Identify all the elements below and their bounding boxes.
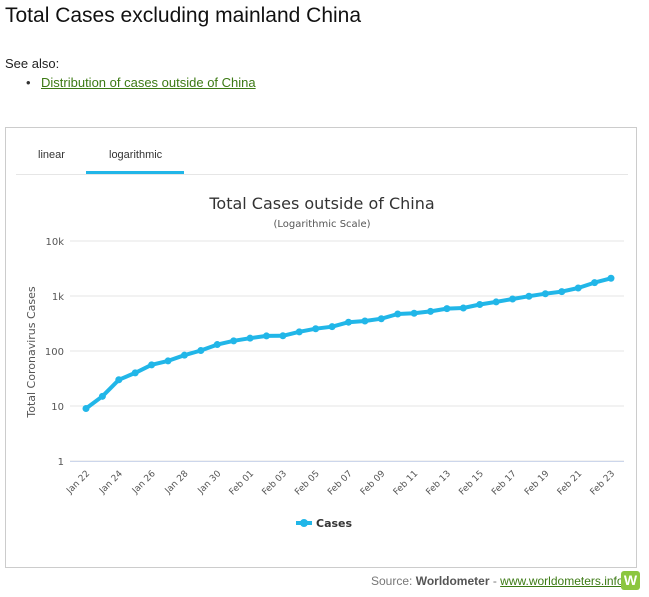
x-axis: Jan 22 Jan 24 Jan 26 Jan 28 Jan 30 Feb 01 Feb …: [64, 461, 624, 498]
scale-tabs: linear logarithmic: [16, 144, 628, 175]
data-point[interactable]: [377, 315, 385, 323]
chart-title: Total Cases outside of China: [208, 194, 434, 213]
y-grid: [70, 240, 624, 462]
data-point[interactable]: [558, 288, 566, 296]
data-point[interactable]: [541, 290, 549, 298]
data-point[interactable]: [427, 307, 435, 315]
data-point[interactable]: [230, 337, 238, 345]
data-point[interactable]: [591, 279, 599, 287]
y-tick-label: 10: [51, 402, 64, 413]
x-tick-label: Jan 24: [97, 469, 125, 497]
tab-linear[interactable]: linear: [38, 149, 65, 161]
data-point[interactable]: [180, 351, 188, 359]
tab-logarithmic[interactable]: logarithmic: [109, 149, 163, 161]
data-point[interactable]: [115, 376, 123, 384]
active-tab-indicator: [86, 171, 184, 174]
source-name: Worldometer: [415, 574, 490, 588]
data-point[interactable]: [246, 334, 254, 342]
y-tick-label: 1k: [52, 292, 64, 303]
data-point[interactable]: [279, 332, 287, 340]
x-tick-label: Feb 05: [293, 469, 321, 497]
x-tick-label: Feb 09: [359, 469, 388, 498]
x-tick-label: Feb 11: [392, 469, 420, 497]
legend-label[interactable]: Cases: [316, 517, 353, 530]
chart-container: linear logarithmic Total Cases outside o…: [5, 127, 637, 568]
x-tick-label: Feb 03: [261, 469, 289, 497]
x-tick-label: Feb 01: [228, 469, 256, 497]
data-point[interactable]: [197, 347, 205, 355]
data-point[interactable]: [131, 369, 139, 377]
data-point[interactable]: [164, 357, 172, 365]
legend[interactable]: Cases: [296, 517, 353, 530]
see-also-label: See also:: [5, 56, 60, 71]
x-tick-label: Jan 28: [163, 469, 191, 497]
data-point[interactable]: [410, 309, 418, 317]
data-point[interactable]: [328, 323, 336, 331]
data-point[interactable]: [509, 295, 517, 303]
distribution-link[interactable]: Distribution of cases outside of China: [41, 75, 256, 90]
x-tick-label: Jan 26: [130, 469, 158, 497]
x-tick-label: Feb 21: [556, 469, 584, 497]
data-point[interactable]: [525, 292, 533, 300]
source-separator: -: [489, 574, 501, 588]
y-tick-label: 10k: [45, 237, 64, 248]
source-prefix: Source:: [371, 574, 416, 588]
data-point[interactable]: [361, 317, 369, 325]
y-axis-label: Total Coronavirus Cases: [25, 286, 38, 419]
data-point[interactable]: [312, 325, 320, 333]
data-point[interactable]: [492, 298, 500, 306]
page-title: Total Cases excluding mainland China: [5, 4, 362, 27]
series-line: [84, 276, 612, 411]
x-tick-label: Feb 23: [589, 469, 617, 497]
data-point[interactable]: [98, 392, 106, 400]
data-point[interactable]: [295, 328, 303, 336]
data-point[interactable]: [82, 405, 90, 413]
x-tick-label: Feb 13: [425, 469, 453, 497]
y-tick-label: 100: [45, 347, 64, 358]
legend-marker-icon: [300, 519, 308, 527]
see-also-list: Distribution of cases outside of China: [26, 75, 256, 90]
chart-subtitle: (Logarithmic Scale): [273, 219, 370, 230]
y-axis: 1 10 100 1k 10k: [45, 237, 64, 468]
see-also-item: Distribution of cases outside of China: [26, 75, 256, 90]
x-tick-label: Jan 22: [64, 469, 92, 497]
worldometer-logo-icon: W: [621, 571, 640, 590]
cases-chart: Total Cases outside of China (Logarithmi…: [25, 194, 624, 530]
data-point[interactable]: [476, 301, 484, 309]
data-point[interactable]: [262, 332, 270, 340]
data-point[interactable]: [459, 304, 467, 312]
x-tick-label: Jan 30: [196, 469, 224, 497]
data-point[interactable]: [148, 361, 156, 369]
source-line: Source: Worldometer - www.worldometers.i…: [371, 574, 624, 588]
source-link[interactable]: www.worldometers.info: [500, 574, 624, 588]
data-point[interactable]: [213, 341, 221, 349]
x-tick-label: Feb 07: [326, 469, 354, 497]
data-point[interactable]: [607, 274, 615, 282]
data-point[interactable]: [574, 284, 582, 292]
series-cases: [82, 274, 615, 413]
x-tick-label: Feb 17: [490, 469, 518, 497]
y-tick-label: 1: [58, 457, 64, 468]
data-point[interactable]: [443, 305, 451, 313]
x-tick-label: Feb 19: [523, 469, 552, 498]
data-point[interactable]: [345, 318, 352, 326]
data-point[interactable]: [394, 310, 402, 318]
x-tick-label: Feb 15: [457, 469, 485, 497]
